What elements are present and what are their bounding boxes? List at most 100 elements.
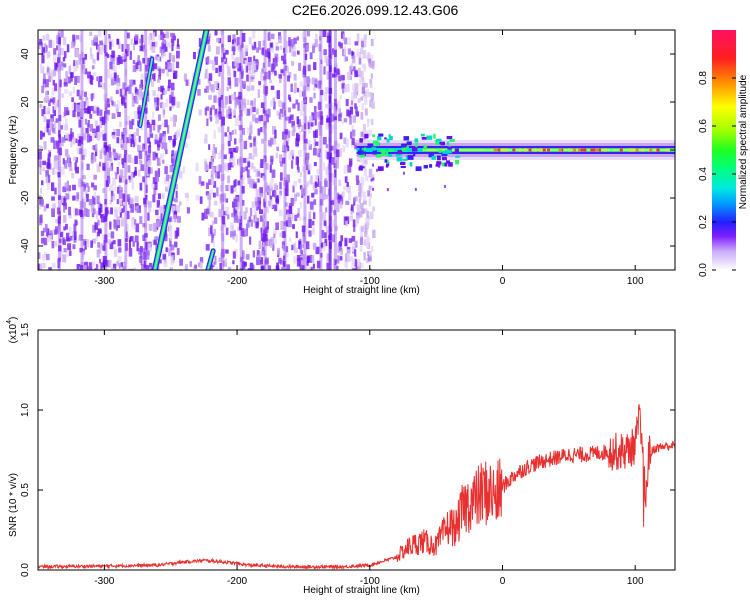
scatter-point [164, 142, 168, 151]
scatter-point [238, 91, 242, 100]
scatter-point [154, 139, 158, 145]
scatter-point [242, 199, 245, 206]
scatter-point [367, 190, 371, 197]
scatter-point [160, 250, 165, 255]
carrier-hotspot [528, 148, 532, 152]
scatter-point [340, 148, 343, 157]
carrier-blob [377, 136, 382, 141]
scatter-point [258, 41, 261, 51]
scatter-point [137, 55, 140, 62]
scatter-point [294, 214, 298, 222]
scatter-point [251, 74, 255, 80]
scatter-point [247, 268, 252, 270]
scatter-point [330, 200, 335, 205]
scatter-point [118, 185, 122, 191]
scatter-point [176, 101, 181, 108]
scatter-point [249, 121, 253, 129]
scatter-point [261, 243, 265, 251]
scatter-point [254, 141, 258, 150]
scatter-point [51, 123, 55, 133]
scatter-point [162, 39, 167, 45]
scatter-point [365, 217, 369, 225]
scatter-point [113, 152, 117, 158]
scatter-point [323, 52, 327, 59]
scatter-point [75, 138, 78, 144]
scatter-point [209, 211, 214, 218]
scatter-point [83, 197, 87, 204]
scatter-point [263, 237, 268, 246]
scatter-point [151, 81, 155, 87]
scatter-point [360, 96, 364, 101]
scatter-point [247, 62, 252, 69]
scatter-point [82, 57, 85, 65]
scatter-point [165, 61, 169, 70]
scatter-point [152, 177, 157, 184]
scatter-point [234, 129, 237, 135]
scatter-point [338, 75, 342, 82]
scatter-point [157, 259, 162, 264]
scatter-point [53, 102, 58, 111]
scatter-point [270, 47, 274, 53]
scatter-point [152, 90, 156, 97]
scatter-point [76, 89, 80, 97]
scatter-point [337, 196, 341, 204]
scatter-point [132, 221, 135, 230]
scatter-point [111, 100, 114, 106]
carrier-blob [435, 164, 441, 167]
scatter-point [113, 249, 118, 257]
scatter-point [306, 86, 310, 92]
scatter-point [264, 233, 268, 242]
scatter-point [225, 185, 230, 191]
scatter-point [297, 166, 300, 173]
scatter-point [97, 219, 100, 226]
scatter-point [49, 230, 53, 239]
scatter-point [240, 171, 243, 178]
scatter-point [159, 56, 162, 62]
scatter-point [267, 108, 271, 118]
scatter-point [341, 191, 345, 197]
scatter-point [42, 35, 46, 41]
scatter-point [68, 226, 72, 235]
carrier-spur [438, 164, 441, 168]
scatter-point [307, 255, 310, 264]
carrier-blob [359, 138, 363, 143]
scatter-point [324, 238, 328, 246]
carrier-blob [429, 164, 433, 168]
carrier-hotspot [572, 148, 576, 152]
scatter-point [279, 172, 283, 181]
scatter-point [318, 44, 322, 52]
scatter-point [325, 118, 330, 123]
scatter-point [310, 266, 315, 270]
scatter-point [366, 237, 371, 244]
scatter-point [293, 256, 297, 264]
scatter-point [285, 131, 288, 139]
scatter-point [372, 229, 376, 239]
scatter-point [168, 43, 172, 49]
scatter-point [304, 54, 308, 60]
scatter-point [91, 40, 96, 46]
scatter-point [170, 256, 174, 266]
scatter-point [218, 164, 222, 173]
scatter-point [73, 223, 77, 232]
scatter-point [92, 59, 96, 64]
scatter-point [50, 182, 55, 192]
carrier-blob [359, 146, 362, 151]
scatter-point [334, 169, 337, 178]
scatter-point [56, 146, 60, 154]
spectrogram-content [38, 30, 675, 270]
scatter-point [170, 244, 175, 251]
scatter-point [163, 262, 168, 268]
scatter-point [74, 268, 79, 270]
scatter-point [326, 262, 329, 270]
scatter-point [309, 201, 314, 210]
scatter-point [325, 87, 329, 94]
scatter-point [258, 240, 262, 249]
carrier-spur [443, 185, 446, 189]
scatter-point [156, 56, 160, 62]
scatter-point [263, 121, 267, 129]
scatter-point [109, 41, 112, 50]
scatter-point [122, 205, 125, 212]
scatter-point [204, 107, 208, 116]
scatter-point [299, 244, 303, 254]
scatter-point [88, 262, 93, 270]
